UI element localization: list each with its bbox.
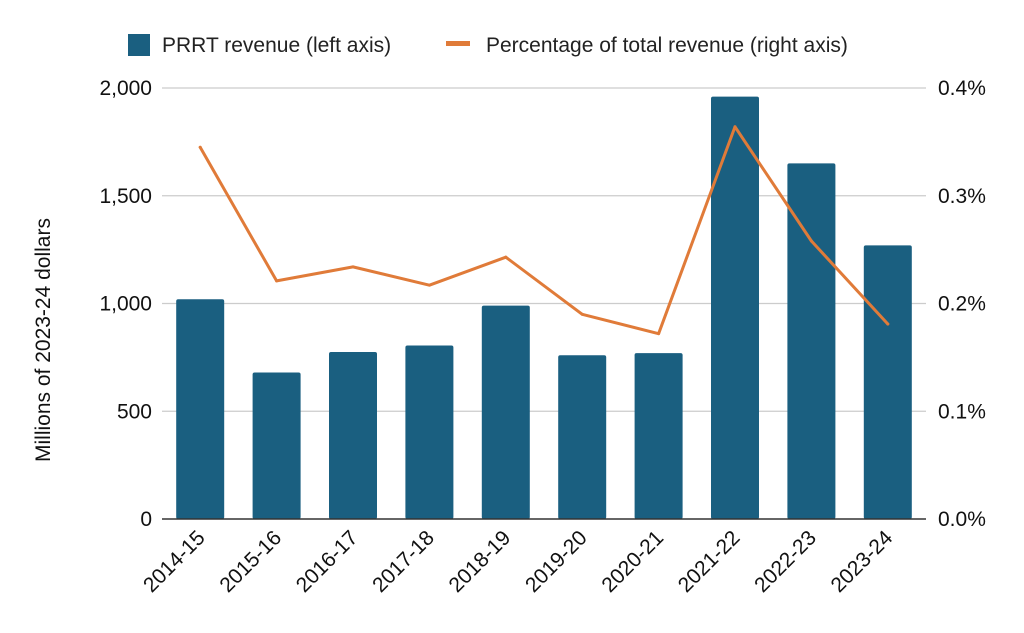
percentage-line <box>198 125 890 336</box>
legend-swatch-prrt-revenue <box>128 34 150 56</box>
line-point <box>198 145 202 149</box>
line-point <box>275 279 279 283</box>
x-tick-label: 2017-18 <box>368 526 439 597</box>
y-tick-label-left: 1,000 <box>99 293 152 316</box>
bar <box>634 353 683 519</box>
x-tick-label: 2018-19 <box>445 526 516 597</box>
bar <box>329 351 377 519</box>
y-tick-label-right: 0.4% <box>938 77 986 100</box>
bar <box>558 355 607 519</box>
legend: PRRT revenue (left axis) Percentage of t… <box>128 34 848 57</box>
line-point <box>657 332 661 336</box>
y-tick-label-left: 1,500 <box>99 185 152 208</box>
line-point <box>427 283 431 287</box>
bar <box>405 345 454 519</box>
y-tick-label-left: 500 <box>117 400 152 423</box>
bar <box>176 299 225 519</box>
x-tick-label: 2015-16 <box>215 526 286 597</box>
x-tick-label: 2021-22 <box>674 526 745 597</box>
y-tick-label-right: 0.1% <box>938 400 986 423</box>
x-tick-label: 2019-20 <box>521 526 592 597</box>
bar <box>481 305 530 519</box>
y-axis-right: 0.0% 0.1% 0.2% 0.3% 0.4% <box>938 77 986 531</box>
line-point <box>809 239 813 243</box>
bar <box>711 96 759 520</box>
x-tick-label: 2023-24 <box>827 526 898 597</box>
x-tick-label: 2020-21 <box>597 526 668 597</box>
line-point <box>733 125 737 129</box>
x-tick-label: 2022-23 <box>750 526 821 597</box>
y-tick-label-left: 0 <box>140 508 152 531</box>
y-axis-left: 0 500 1,000 1,500 2,000 <box>99 77 152 531</box>
line-point <box>351 265 355 269</box>
x-tick-label: 2014-15 <box>139 526 210 597</box>
legend-label-prrt-revenue: PRRT revenue (left axis) <box>162 34 391 57</box>
bar <box>252 372 301 519</box>
bar <box>863 245 912 519</box>
y-axis-title: Millions of 2023-24 dollars <box>32 218 55 462</box>
y-tick-label-right: 0.2% <box>938 293 986 316</box>
y-tick-label-right: 0.3% <box>938 185 986 208</box>
line-series <box>198 125 890 336</box>
y-tick-label-left: 2,000 <box>99 77 152 100</box>
x-tick-label: 2016-17 <box>292 526 363 597</box>
bars <box>176 96 912 520</box>
y-tick-label-right: 0.0% <box>938 508 986 531</box>
legend-swatch-percentage <box>446 41 470 46</box>
legend-label-percentage: Percentage of total revenue (right axis) <box>486 34 848 57</box>
line-point <box>504 255 508 259</box>
line-point <box>580 312 584 316</box>
line-point <box>886 322 890 326</box>
x-axis: 2014-15 2015-16 2016-17 2017-18 2018-19 2019-… <box>139 518 926 597</box>
